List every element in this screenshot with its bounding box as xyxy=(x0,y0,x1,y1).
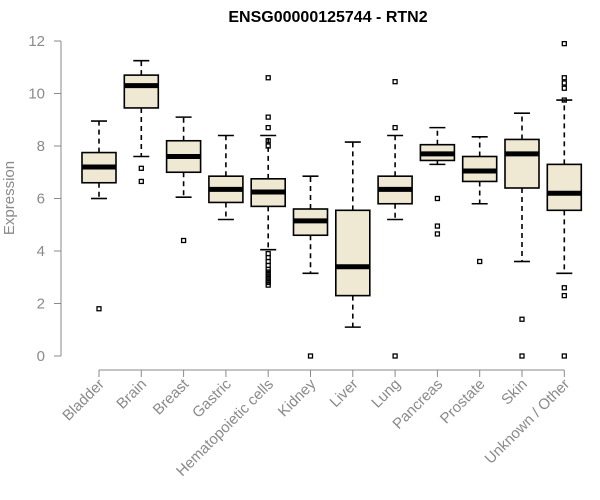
x-tick-label: Lung xyxy=(368,376,404,412)
x-tick-label: Skin xyxy=(498,376,531,409)
y-tick-label: 12 xyxy=(28,33,45,50)
outlier-point xyxy=(561,292,567,299)
chart-title: ENSG00000125744 - RTN2 xyxy=(228,9,427,26)
outlier-point xyxy=(561,80,567,86)
y-tick-label: 2 xyxy=(37,296,45,313)
x-tick-label: Brain xyxy=(113,376,150,413)
outlier-point xyxy=(434,195,441,202)
y-tick-label: 6 xyxy=(37,191,45,208)
box-5 xyxy=(292,175,329,359)
x-tick-label: Liver xyxy=(327,376,362,411)
box-iqr xyxy=(123,74,160,109)
x-tick-label: Breast xyxy=(150,375,193,418)
box-11 xyxy=(546,40,583,359)
outlier-point xyxy=(265,138,271,144)
box-0 xyxy=(81,120,117,312)
outlier-point xyxy=(307,353,314,359)
outlier-point xyxy=(392,124,398,131)
outlier-point xyxy=(519,353,525,359)
outlier-point xyxy=(519,316,525,322)
outlier-point xyxy=(561,353,567,359)
outlier-point xyxy=(138,165,144,171)
y-tick-label: 10 xyxy=(28,86,45,103)
outlier-point xyxy=(561,285,567,291)
box-2 xyxy=(165,116,202,244)
x-tick-label: Kidney xyxy=(275,375,320,420)
outlier-point xyxy=(138,178,144,185)
outlier-point xyxy=(561,40,567,47)
y-axis: 0 2 4 6 8 10 12 xyxy=(28,33,62,365)
outlier-point xyxy=(434,223,441,229)
outlier-point xyxy=(265,75,271,81)
y-axis-label: Expression xyxy=(1,161,18,235)
outlier-point xyxy=(392,79,398,85)
y-tick-label: 0 xyxy=(37,348,45,365)
outlier-point xyxy=(96,306,102,312)
outlier-point xyxy=(561,97,567,103)
box-iqr xyxy=(546,163,583,212)
box-8 xyxy=(419,126,456,237)
box-1 xyxy=(123,59,160,185)
outlier-point xyxy=(434,231,441,237)
outlier-point xyxy=(477,258,483,265)
outlier-point xyxy=(265,282,271,288)
y-tick-label: 4 xyxy=(37,243,45,260)
box-6 xyxy=(334,141,371,328)
outlier-point xyxy=(265,143,271,149)
outlier-point xyxy=(265,124,271,131)
box-3 xyxy=(208,134,244,221)
outlier-point xyxy=(180,237,187,244)
box-iqr xyxy=(334,209,371,297)
outlier-point xyxy=(265,114,271,120)
box-9 xyxy=(461,136,498,265)
box-7 xyxy=(377,79,413,359)
box-10 xyxy=(504,112,540,359)
outlier-point xyxy=(392,353,398,359)
outlier-point xyxy=(561,75,567,81)
y-tick-label: 8 xyxy=(37,138,45,155)
box-iqr xyxy=(504,138,540,189)
outlier-point xyxy=(561,85,567,91)
x-tick-label: Bladder xyxy=(59,376,108,425)
x-tick-label: Prostate xyxy=(437,376,489,428)
box-plot-series xyxy=(81,40,583,359)
box-4 xyxy=(250,75,286,288)
